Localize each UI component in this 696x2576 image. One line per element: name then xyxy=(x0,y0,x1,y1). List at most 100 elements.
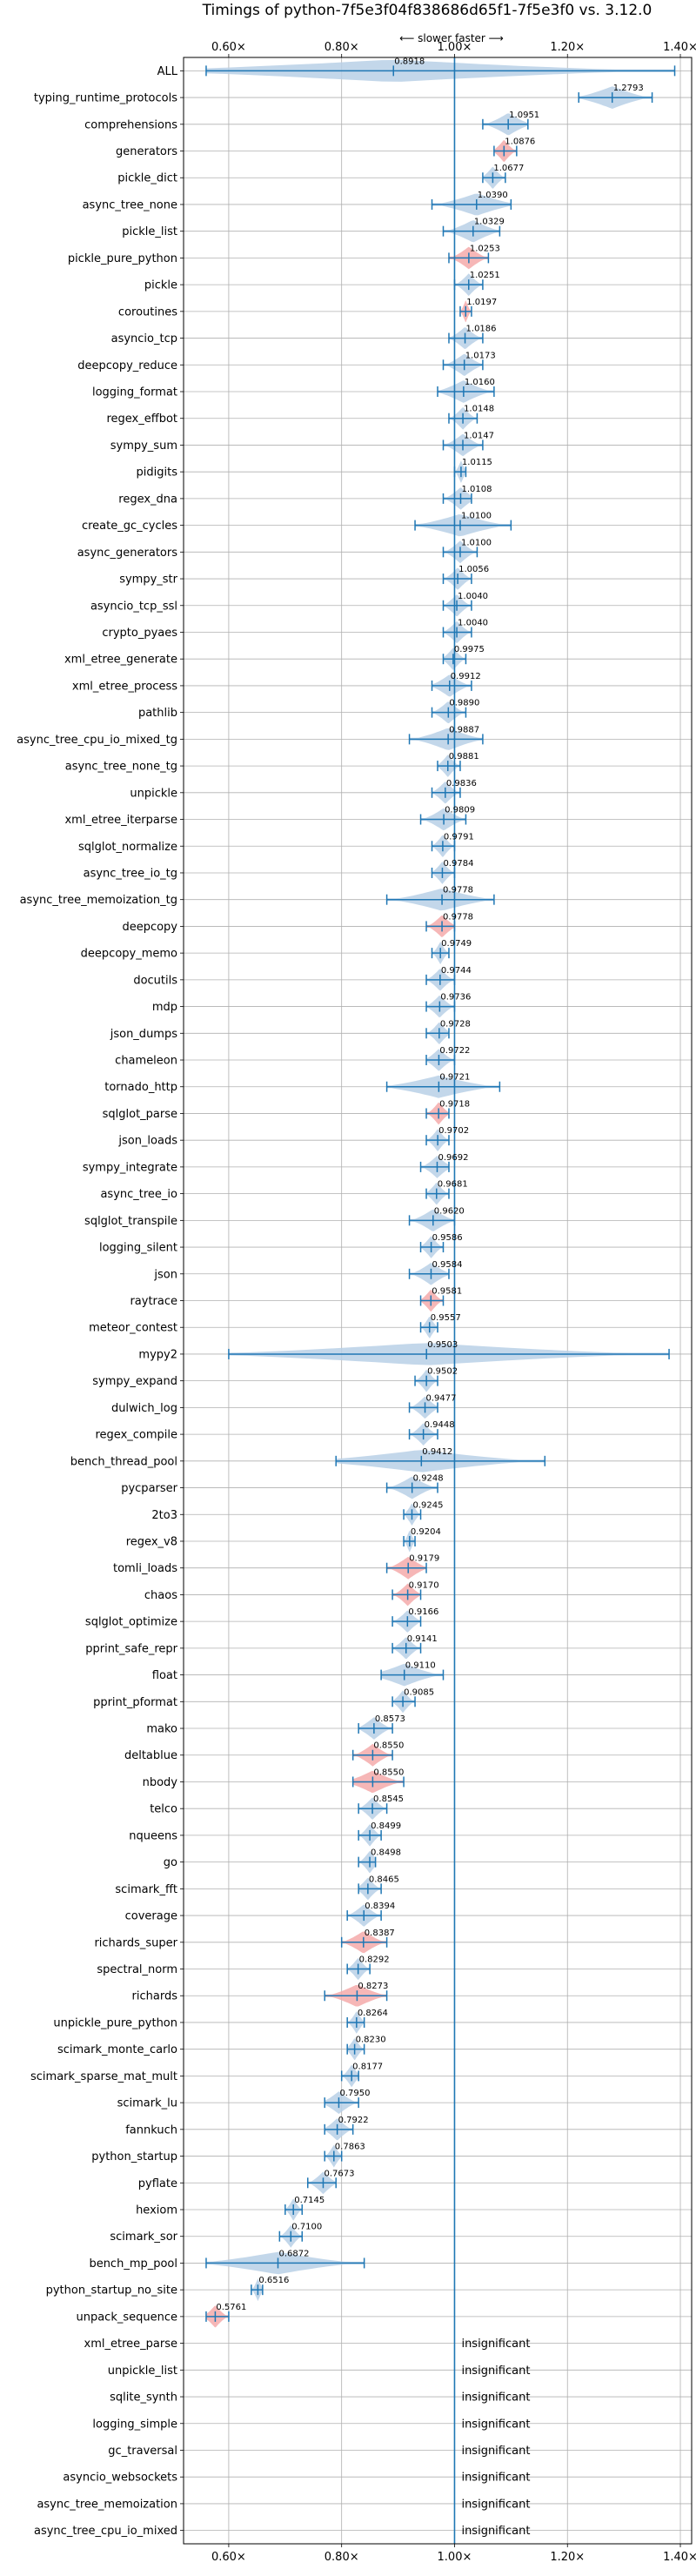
benchmark-name-label: meteor_contest xyxy=(89,1322,177,1335)
benchmark-name-label: gc_traversal xyxy=(108,2445,177,2458)
benchmark-name-label: async_tree_none xyxy=(83,198,177,211)
benchmark-name-label: scimark_fft xyxy=(115,1883,177,1896)
benchmark-name-label: deepcopy_reduce xyxy=(77,359,177,372)
mean-value-label: 0.9110 xyxy=(405,1661,436,1671)
benchmark-name-label: scimark_lu xyxy=(117,2097,177,2110)
mean-value-label: 0.8918 xyxy=(394,57,425,66)
mean-value-label: 0.9702 xyxy=(438,1126,469,1136)
mean-value-label: 0.8545 xyxy=(373,1794,404,1804)
benchmark-name-label: ALL xyxy=(157,65,178,78)
benchmark-name-label: bench_thread_pool xyxy=(70,1455,177,1468)
benchmark-name-label: unpack_sequence xyxy=(76,2311,177,2324)
benchmark-name-label: pathlib xyxy=(138,707,177,720)
benchmark-name-label: xml_etree_iterparse xyxy=(64,814,177,827)
mean-value-label: 0.8573 xyxy=(375,1714,405,1724)
mean-value-label: 0.9620 xyxy=(434,1206,465,1216)
benchmark-name-label: pycparser xyxy=(121,1482,177,1495)
benchmark-name-label: generators xyxy=(116,145,177,158)
benchmark-name-label: async_tree_cpu_io_mixed_tg xyxy=(17,734,177,747)
mean-value-label: 0.9912 xyxy=(451,672,481,681)
benchmark-name-label: mdp xyxy=(152,1001,177,1014)
tick-label-bottom-1: 0.80× xyxy=(325,2551,359,2564)
benchmark-name-label: unpickle_list xyxy=(108,2365,177,2378)
benchmark-name-label: sqlglot_parse xyxy=(103,1108,177,1121)
benchmark-name-label: deepcopy xyxy=(122,921,177,934)
mean-value-label: 0.9890 xyxy=(449,699,479,708)
mean-value-label: 0.7863 xyxy=(335,2143,365,2152)
benchmark-name-label: logging_silent xyxy=(99,1242,177,1255)
mean-value-label: 0.9778 xyxy=(443,912,473,922)
mean-value-label: 0.9784 xyxy=(443,859,473,869)
mean-value-label: 1.0329 xyxy=(474,218,505,227)
mean-value-label: 1.0186 xyxy=(466,325,497,334)
mean-value-label: 1.0173 xyxy=(465,351,496,360)
benchmark-name-label: python_startup xyxy=(91,2150,177,2163)
benchmark-labels: ALL 0.8918 typing_runtime_protocols 1.2793 c… xyxy=(17,57,644,2538)
mean-value-label: 0.9791 xyxy=(444,832,474,842)
insignificant-label: insignificant xyxy=(461,2392,530,2405)
mean-value-label: 1.0197 xyxy=(466,298,497,307)
mean-value-label: 0.9721 xyxy=(439,1073,470,1083)
mean-value-label: 0.9836 xyxy=(446,779,477,788)
benchmark-name-label: typing_runtime_protocols xyxy=(34,92,177,105)
mean-value-label: 1.0251 xyxy=(470,271,500,280)
mean-value-label: 0.7145 xyxy=(294,2196,325,2205)
benchmark-name-label: chameleon xyxy=(115,1055,177,1068)
benchmark-name-label: sympy_expand xyxy=(92,1375,177,1388)
mean-value-label: 1.0160 xyxy=(465,378,495,387)
benchmark-name-label: xml_etree_parse xyxy=(84,2338,177,2351)
benchmark-name-label: sqlglot_transpile xyxy=(84,1215,177,1228)
benchmark-name-label: pickle_list xyxy=(122,225,177,238)
benchmark-name-label: scimark_sparse_mat_mult xyxy=(30,2070,177,2083)
mean-value-label: 0.9170 xyxy=(409,1580,439,1590)
mean-value-label: 0.8394 xyxy=(365,1902,395,1911)
benchmark-name-label: asyncio_tcp xyxy=(111,332,177,345)
benchmark-name-label: json xyxy=(153,1268,177,1281)
mean-value-label: 1.0390 xyxy=(478,191,508,200)
benchmark-name-label: telco xyxy=(150,1803,177,1816)
benchmark-name-label: bench_mp_pool xyxy=(89,2257,177,2271)
mean-value-label: 0.9248 xyxy=(413,1474,444,1484)
benchmark-name-label: asyncio_tcp_ssl xyxy=(90,600,177,613)
mean-value-label: 0.9581 xyxy=(432,1287,462,1297)
benchmark-name-label: async_tree_none_tg xyxy=(65,761,177,774)
benchmark-name-label: dulwich_log xyxy=(111,1402,177,1415)
mean-value-label: 1.0677 xyxy=(493,164,524,173)
benchmark-name-label: sympy_str xyxy=(119,574,177,587)
benchmark-name-label: deepcopy_memo xyxy=(81,948,177,961)
direction-hint: ⟵ slower faster ⟶ xyxy=(399,32,504,44)
tick-label-bottom-3: 1.20× xyxy=(550,2551,585,2564)
mean-value-label: 0.9975 xyxy=(454,645,485,654)
benchmark-name-label: logging_format xyxy=(92,386,177,399)
mean-value-label: 0.9681 xyxy=(438,1180,468,1190)
mean-value-label: 0.7100 xyxy=(291,2223,322,2232)
mean-value-label: 1.0876 xyxy=(505,138,535,147)
tick-label-top-1: 0.80× xyxy=(325,41,359,54)
mean-value-label: 0.9887 xyxy=(449,725,479,735)
benchmark-name-label: unpickle xyxy=(130,787,177,800)
benchmark-name-label: chaos xyxy=(144,1589,177,1602)
mean-value-label: 0.8230 xyxy=(356,2036,386,2045)
benchmark-name-label: sqlglot_normalize xyxy=(78,841,177,854)
benchmark-name-label: richards xyxy=(132,1990,178,2003)
benchmark-name-label: scimark_monte_carlo xyxy=(57,2043,177,2056)
benchmark-name-label: deltablue xyxy=(124,1749,177,1762)
mean-value-label: 0.6516 xyxy=(258,2276,289,2285)
benchmark-name-label: async_tree_io xyxy=(100,1188,177,1201)
mean-value-label: 0.9744 xyxy=(441,966,472,976)
benchmark-name-label: pprint_pformat xyxy=(93,1696,177,1709)
benchmark-name-label: python_startup_no_site xyxy=(46,2284,177,2298)
mean-value-label: 0.9736 xyxy=(440,993,471,1003)
mean-value-label: 0.9692 xyxy=(438,1153,468,1163)
benchmark-name-label: async_tree_memoization_tg xyxy=(20,894,177,907)
benchmark-name-label: logging_simple xyxy=(92,2418,177,2431)
benchmark-name-label: crypto_pyaes xyxy=(102,627,177,640)
mean-value-label: 1.0115 xyxy=(462,458,492,467)
benchmark-name-label: pickle_dict xyxy=(117,172,177,185)
benchmark-name-label: nbody xyxy=(143,1776,178,1789)
insignificant-label: insignificant xyxy=(461,2472,530,2485)
benchmark-name-label: pickle_pure_python xyxy=(68,252,177,265)
benchmark-name-label: coverage xyxy=(125,1910,177,1923)
